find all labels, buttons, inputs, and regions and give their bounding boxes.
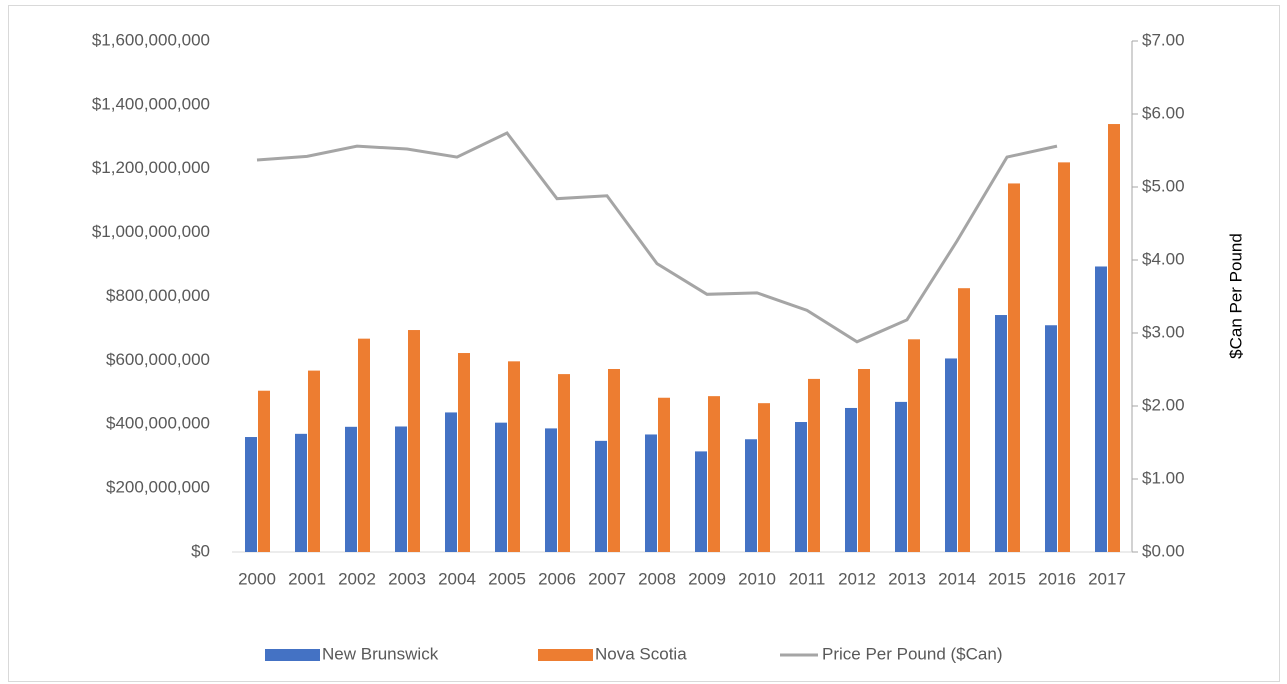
x-tick-label: 2005: [488, 569, 526, 588]
bar: [508, 361, 520, 552]
x-tick-label: 2001: [288, 569, 326, 588]
x-tick-label: 2009: [688, 569, 726, 588]
bar: [845, 407, 857, 552]
bar: [495, 422, 507, 552]
x-tick-label: 2008: [638, 569, 676, 588]
bar: [1108, 124, 1120, 552]
x-tick-label: 2014: [938, 569, 976, 588]
x-tick-label: 2011: [789, 569, 826, 588]
bar: [1095, 266, 1107, 552]
bar: [258, 390, 270, 552]
x-tick-label: 2007: [588, 569, 626, 588]
bar: [995, 315, 1007, 552]
legend-swatch: [538, 649, 593, 661]
bar: [858, 368, 870, 552]
x-tick-label: 2012: [838, 569, 876, 588]
x-tick-label: 2013: [888, 569, 926, 588]
bar: [595, 440, 607, 552]
bar: [1008, 183, 1020, 552]
y-tick-label: $1,200,000,000: [92, 158, 210, 177]
bar: [358, 338, 370, 552]
bar: [395, 426, 407, 552]
bar: [1058, 162, 1070, 553]
x-tick-label: 2010: [738, 569, 776, 588]
y-tick-label: $1,400,000,000: [92, 94, 210, 113]
bar: [445, 412, 457, 552]
bar: [1045, 325, 1057, 552]
y-tick-label: $800,000,000: [106, 286, 210, 305]
y2-tick-label: $7.00: [1142, 30, 1185, 49]
bar: [658, 397, 670, 552]
bar: [558, 374, 570, 552]
x-tick-label: 2015: [988, 569, 1026, 588]
bar: [895, 401, 907, 552]
x-tick-label: 2016: [1038, 569, 1076, 588]
y2-tick-label: $2.00: [1142, 395, 1185, 414]
bar: [808, 378, 820, 552]
y2-axis-title: $Can Per Pound: [1226, 233, 1245, 359]
y-tick-label: $600,000,000: [106, 350, 210, 369]
x-tick-label: 2002: [338, 569, 376, 588]
y-tick-label: $400,000,000: [106, 414, 210, 433]
x-tick-label: 2017: [1088, 569, 1126, 588]
bar: [795, 422, 807, 552]
y-tick-label: $1,000,000,000: [92, 222, 210, 241]
bar: [745, 439, 757, 552]
y-tick-label: $1,600,000,000: [92, 30, 210, 49]
bar: [408, 330, 420, 552]
x-tick-label: 2000: [238, 569, 276, 588]
bar: [245, 437, 257, 552]
y2-tick-label: $5.00: [1142, 176, 1185, 195]
y2-tick-label: $6.00: [1142, 103, 1185, 122]
bar: [645, 434, 657, 552]
legend-swatch: [265, 649, 320, 661]
y2-tick-label: $3.00: [1142, 322, 1185, 341]
bar: [945, 358, 957, 552]
bar: [908, 339, 920, 552]
bar: [708, 396, 720, 552]
legend-label: Price Per Pound ($Can): [822, 644, 1002, 663]
y-tick-label: $0: [191, 541, 210, 560]
bar: [758, 403, 770, 552]
price-line: [256, 131, 1058, 344]
y2-tick-label: $0.00: [1142, 541, 1185, 560]
x-tick-label: 2003: [388, 569, 426, 588]
bar: [295, 433, 307, 552]
y2-tick-label: $4.00: [1142, 249, 1185, 268]
bar: [308, 370, 320, 552]
legend-label: Nova Scotia: [595, 644, 687, 663]
bar: [345, 426, 357, 552]
bar: [545, 428, 557, 552]
x-tick-label: 2004: [438, 569, 476, 588]
y-tick-label: $200,000,000: [106, 478, 210, 497]
bar: [608, 368, 620, 552]
x-tick-label: 2006: [538, 569, 576, 588]
legend-label: New Brunswick: [322, 644, 439, 663]
y2-tick-label: $1.00: [1142, 468, 1185, 487]
bar: [958, 288, 970, 552]
bar: [695, 451, 707, 552]
bar: [458, 353, 470, 552]
